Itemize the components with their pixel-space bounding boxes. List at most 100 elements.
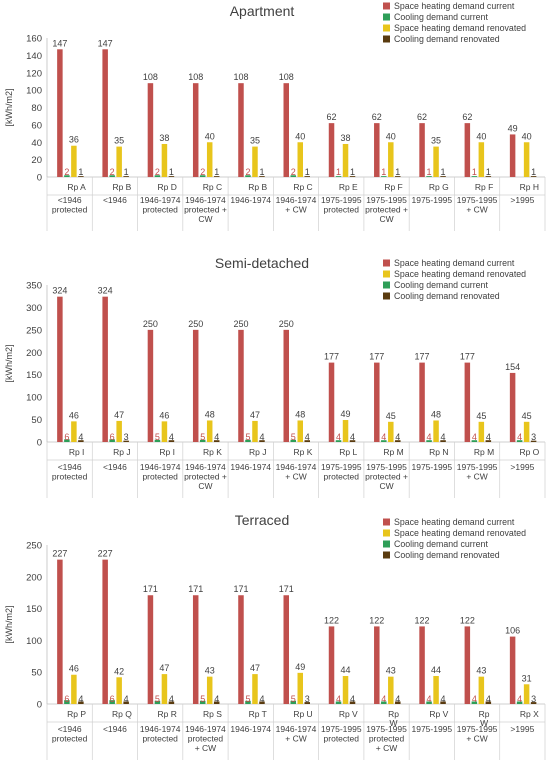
legend-swatch: [383, 2, 390, 10]
data-label: 250: [143, 319, 158, 329]
bar-cooling-demand-current: [426, 440, 432, 442]
bar-space-heating-demand-renovated: [388, 676, 394, 704]
group-label: 1946-1974 protected + CW: [184, 462, 227, 491]
data-label: 2: [155, 167, 160, 177]
bar-space-heating-demand-renovated: [523, 684, 530, 704]
category-label: Rp V: [429, 709, 448, 719]
legend-swatch: [383, 24, 390, 32]
group-label: 1946-1974 + CW: [276, 724, 317, 744]
data-label: 4: [214, 432, 219, 442]
data-label: 62: [462, 112, 472, 122]
data-label: 4: [427, 432, 432, 442]
y-tick-label: 100: [26, 86, 42, 97]
bar-space-heating-demand-current: [374, 123, 380, 177]
group-label: <1946: [103, 462, 127, 472]
data-label: 47: [250, 663, 260, 673]
legend-entry: Cooling demand renovated: [394, 550, 500, 560]
bar-cooling-demand-renovated: [395, 701, 401, 704]
data-label: 1: [531, 167, 536, 177]
y-tick-label: 250: [26, 325, 42, 336]
bar-cooling-demand-current: [64, 700, 70, 704]
category-label: Rp D: [157, 182, 176, 192]
data-label: 1: [259, 167, 264, 177]
bar-cooling-demand-renovated: [78, 176, 84, 177]
group-label: 1975-1995 + CW: [457, 724, 498, 744]
bar-cooling-demand-renovated: [395, 176, 401, 177]
chart-title: Apartment: [230, 3, 295, 19]
bar-space-heating-demand-renovated: [297, 420, 303, 442]
y-tick-label: 60: [31, 120, 42, 131]
data-label: 324: [52, 286, 67, 296]
bar-cooling-demand-renovated: [530, 702, 537, 704]
group-label: 1946-1974 protected + CW: [185, 724, 226, 753]
bar-space-heating-demand-current: [419, 362, 425, 442]
bar-space-heating-demand-current: [238, 329, 244, 442]
bar-cooling-demand-renovated: [530, 440, 537, 442]
category-label: Rp I: [69, 447, 85, 457]
bar-space-heating-demand-current: [509, 636, 516, 704]
legend-entry: Space heating demand current: [394, 517, 515, 527]
data-label: 1: [395, 167, 400, 177]
category-label: Rp W: [388, 709, 399, 728]
bar-cooling-demand-renovated: [123, 701, 129, 704]
category-label: Rp K: [203, 447, 222, 457]
category-label: Rp B: [248, 182, 267, 192]
bar-cooling-demand-current: [199, 175, 206, 177]
y-tick-label: 350: [26, 281, 42, 292]
y-tick-label: 0: [37, 700, 42, 711]
bar-space-heating-demand-renovated: [206, 420, 213, 442]
data-label: 4: [78, 694, 83, 704]
group-label: 1946-1974 + CW: [276, 462, 317, 482]
category-label: Rp M: [383, 447, 403, 457]
legend-entry: Space heating demand renovated: [394, 23, 526, 33]
y-tick-label: 20: [31, 155, 42, 166]
group-label: 1975-1995: [411, 195, 452, 205]
bar-cooling-demand-renovated: [78, 440, 84, 442]
bar-cooling-demand-renovated: [485, 701, 492, 704]
data-label: 5: [291, 694, 296, 704]
data-label: 48: [431, 409, 441, 419]
bar-space-heating-demand-renovated: [71, 145, 77, 177]
data-label: 5: [245, 432, 250, 442]
legend-entry: Cooling demand renovated: [394, 291, 500, 301]
bar-cooling-demand-renovated: [349, 440, 356, 442]
y-tick-label: 40: [31, 138, 42, 149]
legend-swatch: [383, 540, 390, 548]
bar-cooling-demand-current: [471, 176, 478, 177]
bar-cooling-demand-current: [64, 175, 70, 177]
group-label: 1975-1995 protected + CW: [365, 462, 408, 491]
bar-space-heating-demand-current: [147, 329, 154, 442]
bar-space-heating-demand-current: [238, 83, 244, 177]
legend-swatch: [383, 259, 390, 267]
y-tick-label: 100: [26, 393, 42, 404]
data-label: 4: [336, 694, 341, 704]
bar-cooling-demand-renovated: [213, 701, 220, 704]
data-label: 3: [531, 432, 536, 442]
y-tick-label: 100: [26, 636, 42, 647]
bar-cooling-demand-current: [381, 701, 387, 704]
y-tick-label: 0: [37, 173, 42, 184]
bar-space-heating-demand-current: [57, 49, 63, 178]
data-label: 4: [441, 694, 446, 704]
data-label: 122: [369, 615, 384, 625]
data-label: 36: [69, 135, 79, 145]
data-label: 171: [279, 584, 294, 594]
data-label: 3: [531, 694, 536, 704]
data-label: 38: [159, 133, 169, 143]
data-label: 2: [110, 167, 115, 177]
category-label: Rp L: [339, 447, 357, 457]
legend-entry: Space heating demand renovated: [394, 269, 526, 279]
data-label: 4: [381, 432, 386, 442]
category-label: Rp A: [67, 182, 86, 192]
bar-cooling-demand-current: [154, 439, 161, 442]
group-label: >1995: [510, 462, 534, 472]
data-label: 4: [427, 694, 432, 704]
bar-space-heating-demand-current: [328, 626, 335, 704]
bar-space-heating-demand-renovated: [252, 146, 258, 177]
data-label: 122: [324, 615, 339, 625]
y-axis-label: [kWh/m2]: [4, 88, 14, 126]
data-label: 1: [78, 167, 83, 177]
chart-panel-1: Apartment020406080100120140160[kWh/m2]14…: [4, 1, 546, 231]
bar-space-heating-demand-current: [509, 134, 516, 177]
data-label: 4: [350, 432, 355, 442]
